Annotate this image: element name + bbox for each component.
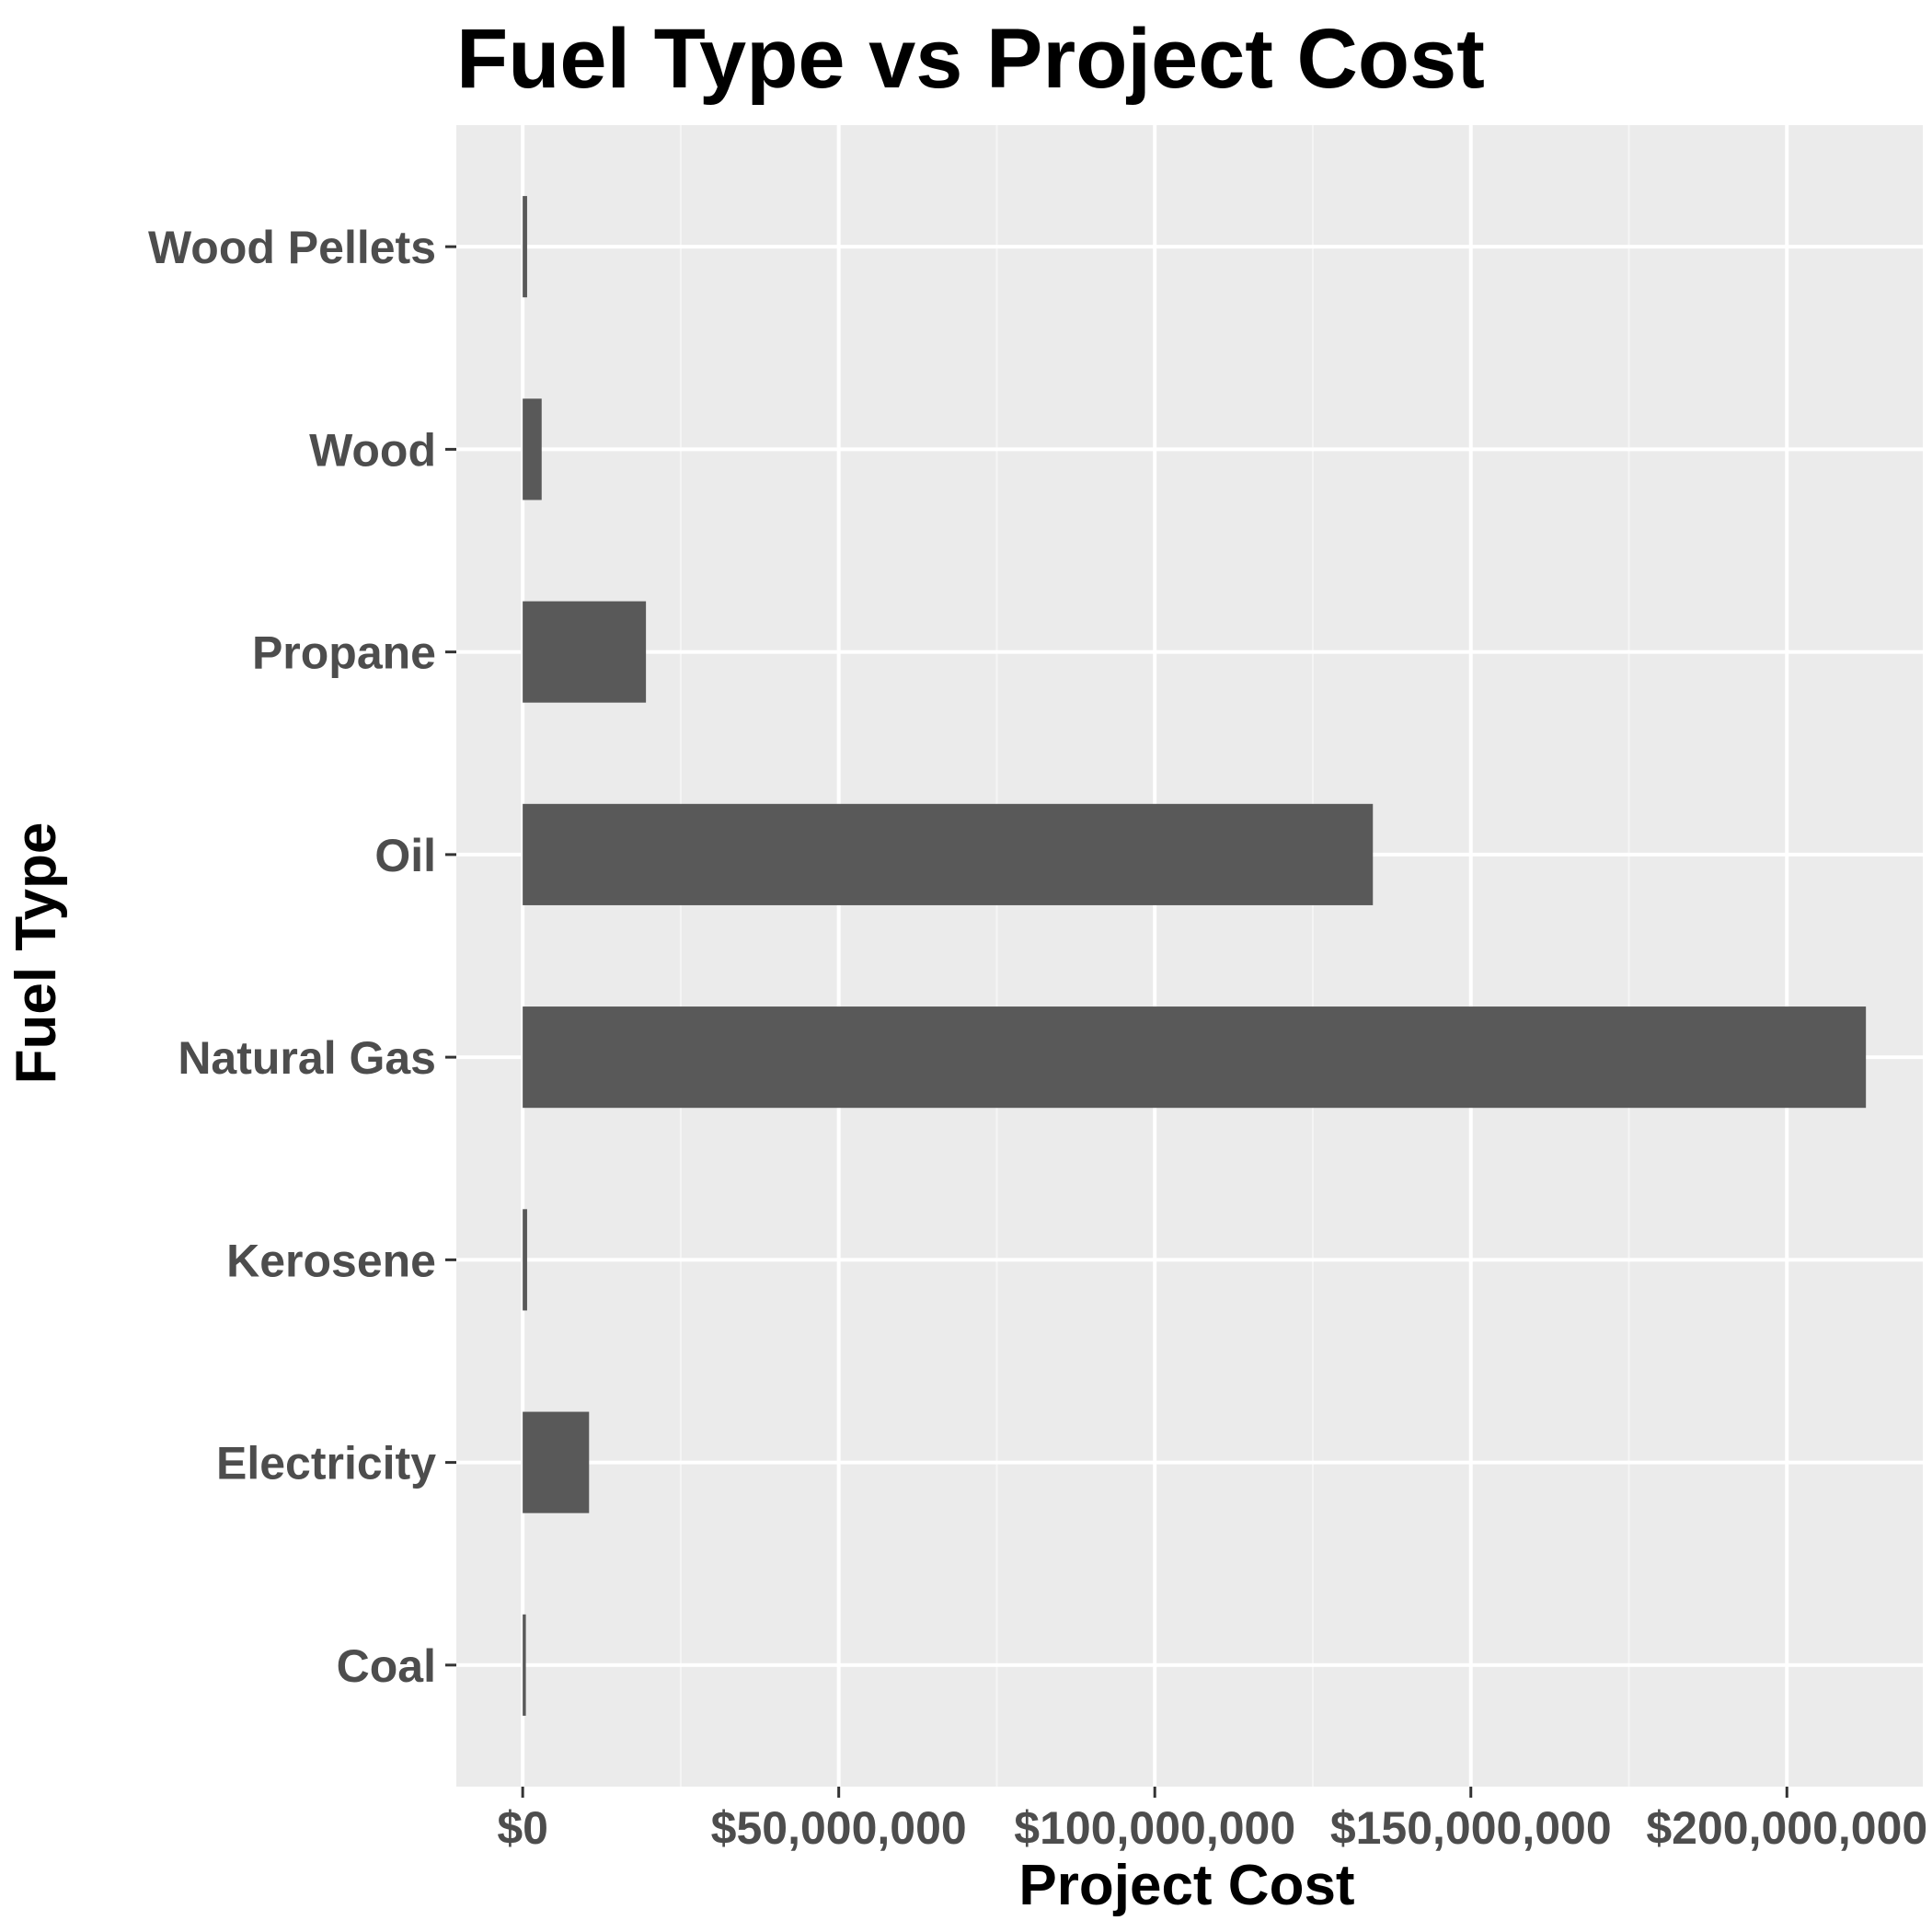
bar-kerosene <box>523 1209 527 1311</box>
bar-oil <box>523 803 1374 905</box>
x-tick-label: $200,000,000 <box>1646 1802 1927 1854</box>
x-tick-label: $150,000,000 <box>1330 1802 1612 1854</box>
bar-wood-pellets <box>523 196 527 298</box>
chart-title: Fuel Type vs Project Cost <box>456 12 1485 106</box>
x-axis: $0 $50,000,000 $100,000,000 $150,000,000 $20… <box>497 1787 1927 1854</box>
y-tick-label: Propane <box>252 627 436 679</box>
y-tick-label: Oil <box>374 830 436 881</box>
x-tick-label: $0 <box>497 1802 548 1854</box>
bar-electricity <box>523 1411 590 1513</box>
y-tick-label: Wood Pellets <box>148 222 436 273</box>
y-axis: Coal Electricity Kerosene Natural Gas Oil Pro… <box>148 222 456 1692</box>
bar-natural-gas <box>523 1006 1867 1109</box>
y-tick-label: Wood <box>309 424 436 476</box>
x-axis-title: Project Cost <box>1018 1854 1354 1917</box>
plot-panel <box>456 125 1923 1787</box>
y-tick-label: Coal <box>337 1640 436 1692</box>
x-tick-label: $100,000,000 <box>1014 1802 1295 1854</box>
bar-coal <box>523 1614 526 1716</box>
y-axis-title: Fuel Type <box>5 822 68 1085</box>
y-tick-label: Kerosene <box>226 1235 436 1286</box>
x-tick-label: $50,000,000 <box>711 1802 967 1854</box>
bars <box>523 196 1867 1716</box>
bar-wood <box>523 398 542 500</box>
y-tick-label: Electricity <box>216 1438 436 1489</box>
bar-propane <box>523 601 647 703</box>
y-tick-label: Natural Gas <box>178 1032 436 1084</box>
